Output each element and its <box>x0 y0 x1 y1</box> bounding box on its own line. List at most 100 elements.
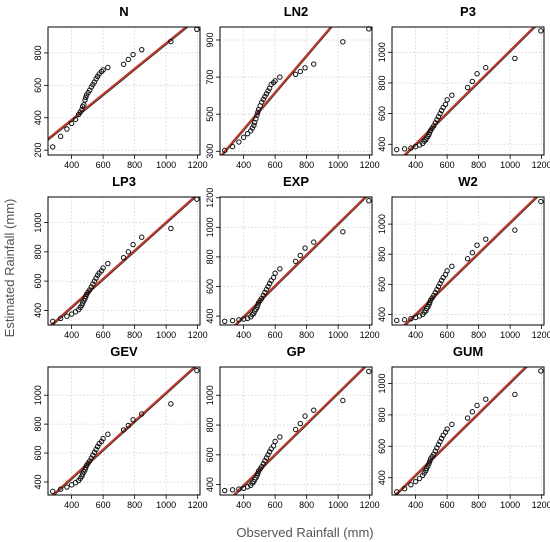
point-exp-27 <box>311 239 317 245</box>
panel-frame-exp <box>219 196 373 326</box>
x-tick-label-gev-1200: 1200 <box>188 500 208 510</box>
y-tick-label-lp3-1000: 1000 <box>33 213 43 233</box>
point-w2-4 <box>416 313 423 319</box>
point-lp3-2 <box>64 313 70 319</box>
x-tick-label-ln2-800: 800 <box>299 160 314 170</box>
point-exp-29 <box>366 197 372 204</box>
x-tick-label-gp-1000: 1000 <box>328 500 348 510</box>
point-gp-17 <box>263 455 270 461</box>
y-tick-label-exp-600: 600 <box>205 279 215 294</box>
point-gum-1 <box>401 486 408 492</box>
point-lp3-14 <box>87 287 93 293</box>
point-p3-28 <box>512 55 518 62</box>
x-tick-label-ln2-1200: 1200 <box>360 160 380 170</box>
panel-w2: 400 600 800 1000 1200 400 600 800 1000 W2 <box>377 174 550 340</box>
point-n-24 <box>120 61 127 67</box>
point-n-7 <box>79 106 85 113</box>
x-tick-label-gp-600: 600 <box>268 500 283 510</box>
x-tick-label-gev-1000: 1000 <box>156 500 176 510</box>
point-gev-14 <box>87 458 93 464</box>
point-gev-28 <box>168 401 174 407</box>
point-gum-28 <box>512 391 518 398</box>
x-tick-label-w2-1000: 1000 <box>500 330 520 340</box>
point-exp-0 <box>222 318 228 325</box>
point-ln2-6 <box>249 125 255 131</box>
panel-frame-gp <box>219 366 373 496</box>
point-n-10 <box>82 97 88 103</box>
panel-lp3: 400 600 800 1000 1200 400 600 800 1000 LP3 <box>33 174 208 340</box>
x-tick-label-p3-600: 600 <box>440 160 455 170</box>
x-tick-label-w2-600: 600 <box>440 330 455 340</box>
x-tick-label-gev-400: 400 <box>64 500 79 510</box>
point-lp3-24 <box>120 255 127 261</box>
point-exp-25 <box>297 252 304 259</box>
point-w2-29 <box>538 198 544 205</box>
fit-line-group-ln2 <box>220 27 333 155</box>
y-tick-label-ln2-700: 700 <box>205 70 215 85</box>
point-ln2-3 <box>240 134 247 141</box>
point-gum-22 <box>444 426 450 432</box>
point-gp-23 <box>277 434 283 440</box>
point-p3-24 <box>464 84 471 91</box>
fit-line-group-lp3 <box>49 197 197 325</box>
y-tick-label-exp-1200: 1200 <box>205 188 215 208</box>
panel-title-gp: GP <box>287 344 306 359</box>
x-tick-label-gum-600: 600 <box>440 500 455 510</box>
x-tick-label-lp3-400: 400 <box>64 330 79 340</box>
point-gp-6 <box>249 480 255 486</box>
fit-line-w2 <box>402 197 538 325</box>
x-tick-label-lp3-600: 600 <box>96 330 111 340</box>
point-n-1 <box>57 133 64 140</box>
point-exp-14 <box>259 295 265 302</box>
panel-frame-ln2 <box>219 26 373 156</box>
x-tick-label-exp-1200: 1200 <box>360 330 380 340</box>
point-gum-23 <box>449 421 455 428</box>
x-tick-label-ln2-1000: 1000 <box>328 160 348 170</box>
point-gev-15 <box>88 455 95 461</box>
y-tick-label-gp-400: 400 <box>205 477 215 492</box>
point-gev-16 <box>90 452 96 458</box>
panel-p3: 400 600 800 1000 1200 400 600 800 1000 P3 <box>377 4 550 170</box>
point-gp-18 <box>265 452 271 458</box>
y-tick-label-w2-1000: 1000 <box>377 214 387 234</box>
point-exp-28 <box>340 229 346 235</box>
panel-gum: 400 600 800 1000 1200 400 600 800 1000 GUM <box>377 344 550 510</box>
y-tick-label-n-800: 800 <box>33 45 43 60</box>
y-tick-label-gev-800: 800 <box>33 417 43 432</box>
point-n-29 <box>194 26 200 33</box>
y-tick-label-ln2-500: 500 <box>205 107 215 122</box>
point-gev-21 <box>98 438 105 445</box>
point-w2-22 <box>444 268 450 274</box>
point-w2-0 <box>394 317 400 324</box>
y-tick-label-gev-600: 600 <box>33 446 43 461</box>
point-gum-24 <box>464 415 471 421</box>
fit-line-group-p3 <box>402 27 537 155</box>
x-tick-label-gev-600: 600 <box>96 500 111 510</box>
y-tick-label-n-600: 600 <box>33 78 43 93</box>
point-ln2-27 <box>311 61 317 67</box>
point-gev-0 <box>50 488 56 495</box>
point-exp-4 <box>244 315 251 322</box>
point-n-9 <box>81 102 87 108</box>
x-tick-label-gum-400: 400 <box>408 500 423 510</box>
point-ln2-0 <box>222 147 228 154</box>
x-tick-label-ln2-400: 400 <box>236 160 251 170</box>
point-lp3-28 <box>168 225 174 232</box>
fit-line-exp <box>233 197 367 325</box>
point-p3-29 <box>538 28 544 34</box>
point-lp3-3 <box>68 311 75 317</box>
y-tick-label-gum-400: 400 <box>377 470 387 485</box>
x-tick-label-exp-600: 600 <box>268 330 283 340</box>
x-tick-label-w2-1200: 1200 <box>532 330 550 340</box>
y-tick-label-lp3-800: 800 <box>33 244 43 259</box>
x-tick-label-p3-400: 400 <box>408 160 423 170</box>
fit-line-p3 <box>402 27 536 155</box>
x-tick-label-n-1200: 1200 <box>188 160 208 170</box>
x-tick-label-exp-1000: 1000 <box>328 330 348 340</box>
panel-title-ln2: LN2 <box>284 4 309 19</box>
y-tick-label-lp3-400: 400 <box>33 303 43 318</box>
point-p3-27 <box>483 64 489 71</box>
y-tick-label-n-200: 200 <box>33 143 43 158</box>
point-lp3-18 <box>93 275 99 281</box>
point-exp-8 <box>251 308 258 314</box>
